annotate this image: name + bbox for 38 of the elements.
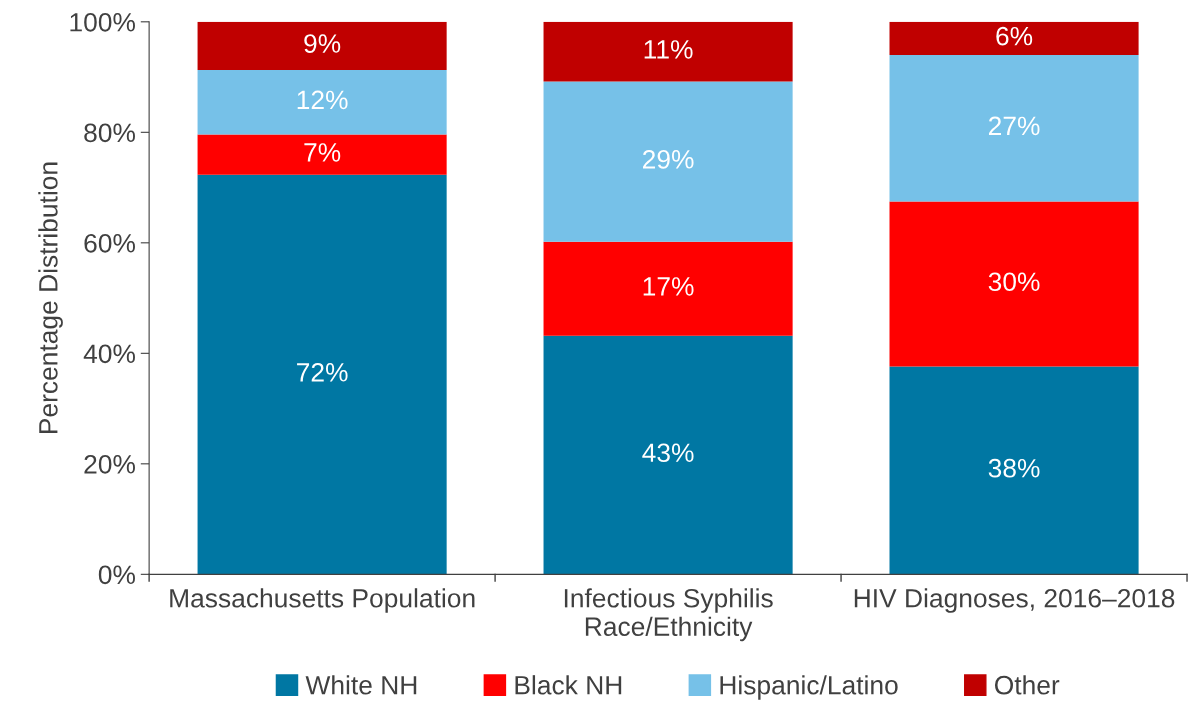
data-label: 27% — [988, 116, 1040, 136]
bar — [197, 21, 447, 70]
y-tick-label: 100% — [70, 12, 135, 32]
bar — [889, 21, 1139, 55]
x-tick-label: Massachusetts Population — [170, 588, 475, 613]
data-label: 6% — [996, 26, 1033, 46]
data-label: 9% — [304, 34, 341, 53]
legend-label: Other — [994, 675, 1060, 695]
y-axis-title: Percentage Distribution — [38, 162, 63, 434]
legend-label: Hispanic/Latino — [720, 675, 898, 700]
data-label: 17% — [643, 277, 694, 296]
bar — [197, 134, 447, 175]
bar — [543, 81, 793, 242]
y-tick-label: 0% — [98, 565, 135, 585]
bar — [197, 69, 447, 135]
data-label: 38% — [988, 458, 1040, 478]
y-tick-label: 40% — [83, 344, 135, 364]
bar — [197, 174, 447, 575]
y-tick-label: 80% — [84, 123, 135, 143]
bar — [889, 201, 1139, 367]
y-tick-label: 60% — [84, 233, 135, 253]
data-label: 12% — [297, 90, 348, 110]
legend-label: Black NH — [515, 675, 622, 695]
data-label: 72% — [297, 362, 348, 382]
data-label: 29% — [643, 149, 694, 169]
bar — [543, 241, 793, 336]
bar — [543, 335, 793, 575]
data-label: 43% — [642, 443, 694, 463]
legend-label: White NH — [305, 675, 417, 695]
bar — [889, 366, 1139, 575]
y-tick-label: 20% — [84, 454, 135, 474]
x-tick-label: Infectious Syphilis Race/Ethnicity — [564, 588, 773, 642]
data-label: 11% — [644, 40, 693, 59]
bar — [889, 54, 1139, 202]
bar — [543, 21, 793, 82]
x-tick-label: HIV Diagnoses, 2016–2018 — [854, 588, 1175, 613]
data-label: 30% — [988, 272, 1040, 292]
data-label: 7% — [304, 143, 341, 162]
